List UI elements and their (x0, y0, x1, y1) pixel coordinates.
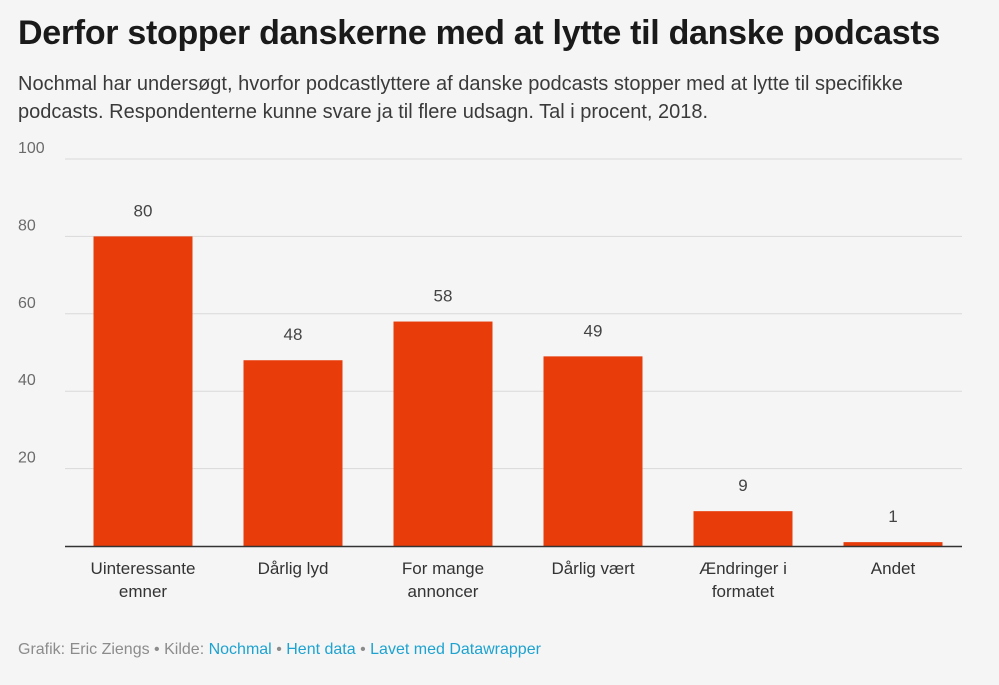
data-label: 1 (888, 507, 897, 526)
x-tick-label-line: For mange (402, 559, 484, 578)
footer-separator: • (154, 641, 160, 658)
x-tick-label-line: annoncer (408, 582, 479, 601)
data-label: 80 (134, 201, 153, 220)
x-tick-label-line: Andet (871, 559, 916, 578)
x-tick-label: Ændringer i formatet (699, 559, 787, 601)
chart-subtitle: Nochmal har undersøgt, hvorfor podcastly… (18, 73, 903, 123)
axes: 20 40 60 80 100 Uinteressante emner Dårlig lyd F… (18, 140, 962, 601)
y-tick-label: 100 (18, 140, 45, 157)
footer-datawrapper-link[interactable]: Lavet med Datawrapper (370, 641, 541, 658)
y-tick-label: 20 (18, 450, 36, 467)
x-tick-label: Dårlig vært (551, 559, 634, 578)
bars (93, 236, 943, 546)
footer-credit: Grafik: Eric Ziengs (18, 641, 150, 658)
footer-source-link[interactable]: Nochmal (208, 641, 272, 658)
footer-source-prefix: Kilde: (164, 641, 205, 658)
x-tick-label: For mange annoncer (402, 559, 484, 601)
x-tick-label: Uinteressante emner (91, 559, 196, 601)
footer-separator: • (360, 641, 366, 658)
bar (693, 511, 793, 546)
x-tick-label: Andet (871, 559, 916, 578)
data-labels: 80 48 58 49 9 1 (134, 201, 898, 526)
x-tick-label-line: Dårlig lyd (258, 559, 329, 578)
data-label: 9 (738, 476, 747, 495)
x-tick-label-line: Ændringer i (699, 559, 787, 578)
x-tick-label-line: Dårlig vært (551, 559, 634, 578)
y-tick-label: 80 (18, 217, 36, 234)
gridlines (65, 158, 962, 470)
x-tick-label: Dårlig lyd (258, 559, 329, 578)
bar (843, 542, 943, 546)
x-tick-label-line: emner (119, 582, 168, 601)
bar (93, 236, 193, 546)
y-tick-label: 60 (18, 295, 36, 312)
data-label: 58 (434, 287, 453, 306)
y-tick-label: 40 (18, 372, 36, 389)
footer-separator: • (276, 641, 282, 658)
footer-download-data-link[interactable]: Hent data (286, 641, 356, 658)
chart-title: Derfor stopper danskerne med at lytte ti… (18, 14, 940, 52)
x-tick-label-line: Uinteressante (91, 559, 196, 578)
data-label: 48 (284, 325, 303, 344)
bar (393, 321, 493, 546)
footer: Grafik: Eric Ziengs • Kilde: Nochmal • H… (18, 641, 541, 659)
bar (543, 356, 643, 546)
x-tick-label-line: formatet (712, 582, 775, 601)
data-label: 49 (584, 321, 603, 340)
bar (243, 360, 343, 546)
